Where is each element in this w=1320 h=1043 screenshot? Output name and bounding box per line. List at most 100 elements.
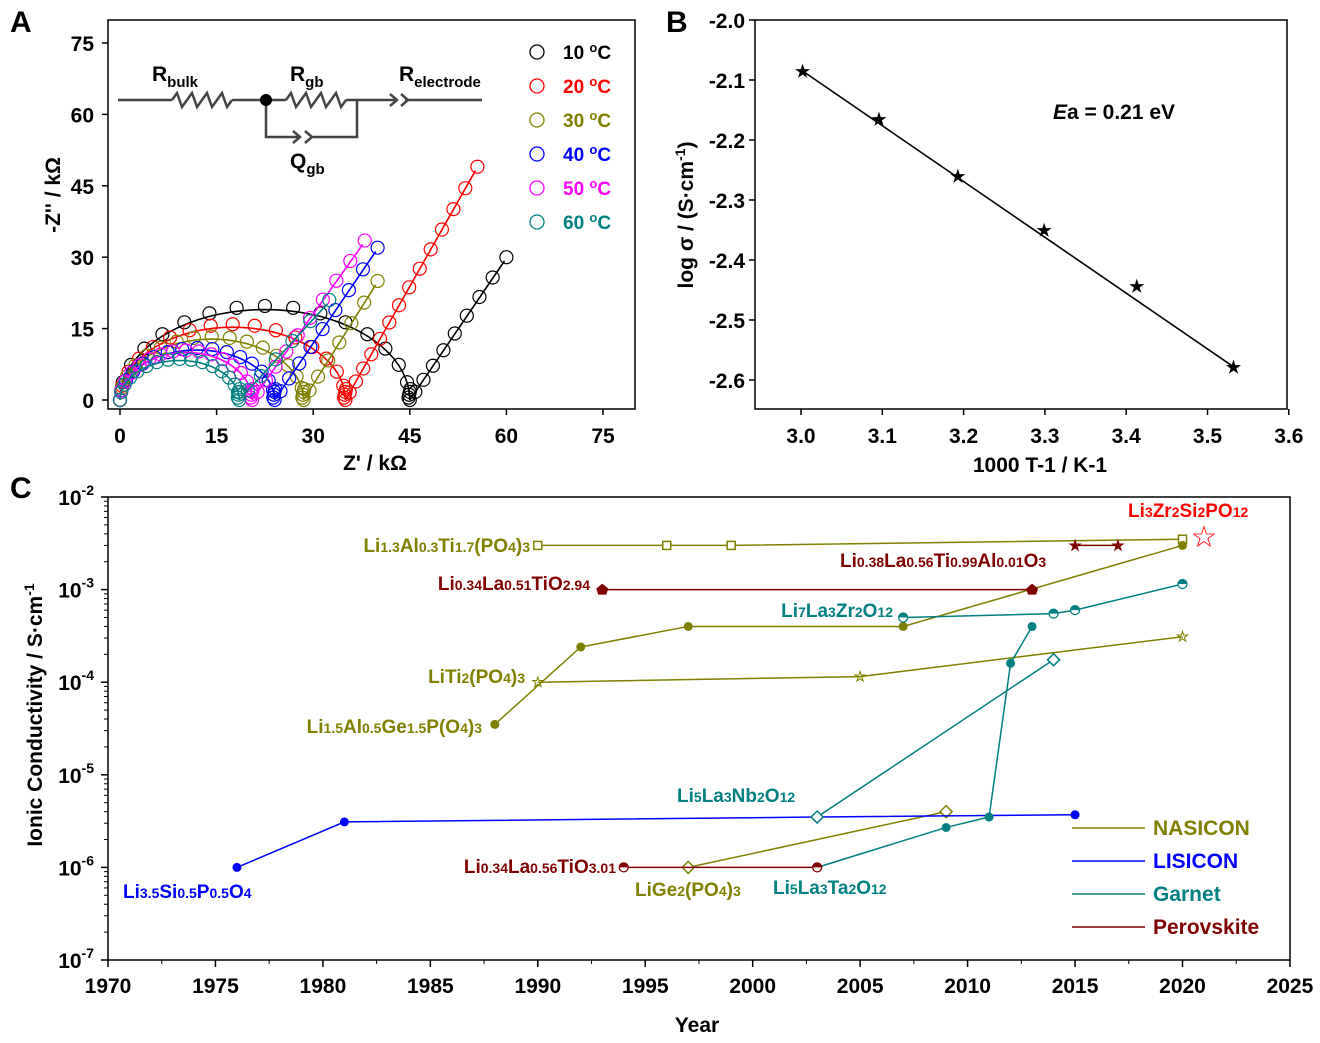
- data-point: [302, 383, 317, 398]
- data-point: [288, 330, 303, 345]
- q-gb-label: Qgb: [290, 150, 325, 178]
- data-point: [177, 315, 192, 330]
- data-point: [232, 381, 247, 397]
- data-point-star: ★: [1129, 277, 1145, 296]
- legend-label: LISICON: [1153, 850, 1238, 873]
- data-point: [391, 357, 406, 372]
- series-li7la3zr2o12: Li7La3Zr2O12: [781, 578, 1188, 623]
- y-tick-label: 10-5: [58, 760, 94, 788]
- data-point: [329, 364, 344, 379]
- r-bulk-label: Rbulk: [152, 63, 199, 91]
- data-point: [186, 330, 201, 345]
- activation-energy-label: Ea = 0.21 eV: [1053, 101, 1175, 124]
- legend-label: Perovskite: [1153, 916, 1259, 939]
- marker-star-open: ☆: [531, 674, 545, 691]
- r-gb-label: Rgb: [290, 63, 324, 91]
- marker-circle: [898, 621, 908, 631]
- x-tick-label: 3.5: [1193, 425, 1223, 448]
- cpe-gb-icon: [292, 130, 314, 144]
- series-label: Li3.5Si0.5P0.5O4: [123, 882, 252, 903]
- series-label: LiGe2(PO4)3: [635, 880, 741, 901]
- x-tick-label: 15: [205, 425, 229, 448]
- y-tick-label: 30: [71, 247, 94, 270]
- data-point: [472, 289, 487, 305]
- series-li3-5si0-5p0-5o4: Li3.5Si0.5P0.5O4: [123, 810, 1080, 903]
- data-point: [254, 364, 269, 379]
- marker-star-open-large: ☆: [1191, 521, 1218, 554]
- legend-label: NASICON: [1153, 817, 1250, 840]
- marker-square: [726, 540, 736, 551]
- data-point: [286, 300, 301, 315]
- data-point: [436, 343, 451, 358]
- x-tick-label: 3.6: [1274, 425, 1303, 448]
- data-point: [290, 328, 305, 343]
- data-point: [160, 345, 175, 360]
- series-line: [903, 583, 1183, 619]
- x-tick-label: 1990: [514, 975, 561, 998]
- data-point: [255, 340, 270, 355]
- data-point: [303, 339, 318, 355]
- marker-circle: [1006, 658, 1016, 668]
- marker-pentagon: [1026, 583, 1039, 595]
- data-point: [292, 356, 307, 371]
- panel-label-a: A: [10, 6, 32, 39]
- data-point: [268, 352, 283, 367]
- marker-circle-half-fill: [1178, 579, 1187, 584]
- series-30C: [112, 273, 385, 408]
- data-point: [355, 262, 371, 277]
- legend-marker: [529, 180, 545, 196]
- data-point: [117, 377, 132, 392]
- data-point: [499, 250, 514, 265]
- resistor-bulk-icon: [170, 90, 234, 110]
- series-label: Li1.5Al0.5Ge1.5P(O4)3: [307, 717, 483, 738]
- data-point: [202, 306, 217, 321]
- data-point: [348, 374, 364, 389]
- series-line: [494, 544, 1183, 725]
- data-point-star: ★: [1036, 221, 1052, 240]
- y-tick-label: -2.3: [709, 190, 745, 213]
- data-point: [273, 384, 288, 399]
- data-point: [244, 356, 260, 371]
- arrhenius-plot: 3.0 3.1 3.2 3.3 3.4 3.5 3.6 -2.0 -2.1 -2.2 -2.3 -2.…: [672, 10, 1303, 448]
- x-tick-label: 60: [495, 425, 518, 448]
- data-point: [268, 323, 283, 338]
- series-lige2-po4-3: LiGe2(PO4)3: [635, 804, 954, 901]
- circuit-node: [260, 94, 272, 106]
- data-point: [416, 372, 431, 387]
- y-tick-label: 10-7: [58, 945, 94, 973]
- legend-marker: [529, 78, 545, 94]
- fit-line: [802, 70, 1234, 368]
- data-point: [279, 344, 294, 359]
- series-label: Li0.34La0.51TiO2.94: [438, 574, 590, 595]
- data-point: [470, 159, 485, 174]
- y-tick-label: 45: [71, 176, 95, 199]
- data-point: [356, 361, 371, 376]
- marker-star: ★: [1068, 537, 1082, 554]
- data-point: [265, 383, 281, 398]
- marker-diamond: [1046, 652, 1061, 667]
- marker-diamond: [939, 804, 954, 819]
- fit-line: [119, 260, 506, 401]
- data-point: [459, 308, 474, 323]
- x-tick-label: 75: [591, 425, 615, 448]
- series-label: Li5La3Ta2O12: [773, 878, 887, 899]
- marker-circle-half-fill: [1070, 605, 1080, 611]
- marker-diamond: [810, 809, 825, 825]
- data-point: [233, 349, 248, 365]
- equivalent-circuit: [118, 90, 482, 144]
- marker-circle: [683, 621, 693, 631]
- data-point: [169, 334, 184, 349]
- marker-circle: [339, 817, 349, 827]
- x-tick-label: 2025: [1267, 975, 1314, 998]
- data-point: [402, 280, 417, 295]
- marker-circle-half-fill: [898, 612, 908, 618]
- marker-circle: [941, 822, 951, 832]
- data-point: [402, 392, 417, 408]
- data-point: [408, 384, 423, 399]
- x-tick-label: 2005: [837, 975, 884, 998]
- marker-star: ★: [1111, 537, 1125, 554]
- y-tick-label: -2.4: [709, 250, 746, 273]
- legend-marker: [529, 112, 545, 128]
- data-point: [149, 355, 164, 370]
- series-li5la3ta2o12: Li5La3Ta2O12: [773, 621, 1037, 899]
